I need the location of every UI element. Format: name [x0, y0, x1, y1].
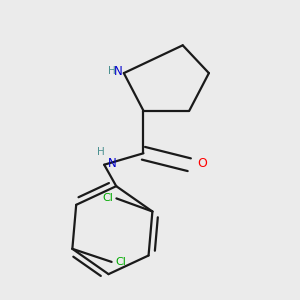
Text: Cl: Cl [102, 194, 113, 203]
Text: N: N [107, 157, 116, 169]
Text: Cl: Cl [115, 257, 126, 267]
Text: H: H [108, 67, 116, 76]
Text: O: O [197, 157, 207, 169]
Text: H: H [97, 146, 105, 157]
Text: N: N [113, 65, 122, 78]
